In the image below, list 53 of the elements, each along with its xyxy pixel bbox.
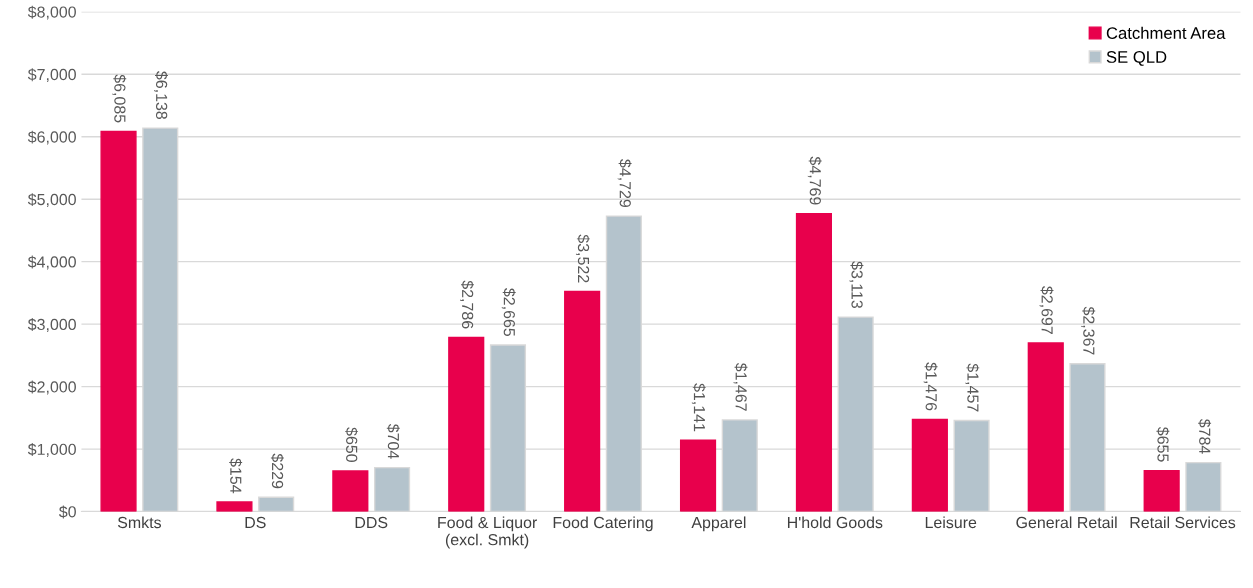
bar: [100, 130, 137, 512]
data-label: $229: [270, 453, 284, 489]
y-tick-label: $6,000: [27, 130, 76, 145]
data-label: $6,138: [154, 71, 168, 120]
data-label: $2,367: [1081, 306, 1096, 355]
y-tick-label: $4,000: [27, 255, 76, 270]
legend-label: SE QLD: [1106, 51, 1167, 66]
y-tick-label: $5,000: [27, 193, 76, 208]
x-tick-label: H'hold Goods: [787, 516, 883, 529]
legend-label: Catchment Area: [1106, 26, 1226, 39]
y-tick-label: $0: [58, 505, 76, 519]
data-label: $784: [1198, 418, 1212, 454]
bar: [679, 439, 717, 512]
y-tick-label: $3,000: [27, 318, 76, 332]
data-label: $1,467: [733, 362, 748, 411]
bar: [1185, 461, 1222, 512]
y-tick-label: $8,000: [27, 5, 76, 20]
bar: [448, 336, 485, 512]
x-tick-label: Apparel: [691, 516, 746, 532]
data-label: $1,457: [965, 363, 980, 412]
data-label: $2,786: [460, 280, 474, 329]
x-tick-label: DS: [245, 516, 266, 529]
bar: [911, 418, 948, 512]
data-label: $2,697: [1039, 286, 1054, 334]
data-label: $4,729: [617, 159, 632, 208]
data-label: $3,522: [575, 234, 590, 283]
data-label: $704: [386, 423, 400, 459]
data-label: $4,769: [807, 156, 822, 205]
x-tick-label: Leisure: [925, 516, 977, 529]
x-tick-label: Food Catering: [553, 516, 653, 532]
data-label: $154: [229, 458, 243, 494]
data-label: $655: [1156, 426, 1170, 462]
y-tick-label: $2,000: [27, 380, 76, 395]
x-tick-label: Food & Liquor (excl. Smkt): [438, 516, 538, 549]
y-tick-label: $1,000: [27, 443, 76, 457]
bar: [332, 470, 369, 512]
x-tick-label: Retail Services: [1130, 516, 1236, 529]
data-label: $1,476: [923, 362, 938, 411]
data-label: $2,665: [501, 288, 516, 337]
data-label: $1,141: [691, 383, 706, 432]
x-tick-label: DDS: [355, 516, 388, 529]
x-tick-label: Smkts: [117, 516, 161, 529]
bar: [216, 501, 253, 512]
data-label: $6,085: [112, 74, 127, 123]
y-tick-label: $7,000: [27, 68, 76, 83]
bar: [795, 212, 833, 512]
bar: [258, 496, 295, 512]
x-tick-label: General Retail: [1016, 516, 1117, 529]
data-label: $650: [345, 427, 359, 462]
bar: [564, 290, 601, 512]
bar: [1027, 342, 1064, 512]
bar: [373, 466, 411, 512]
data-label: $3,113: [849, 261, 864, 309]
